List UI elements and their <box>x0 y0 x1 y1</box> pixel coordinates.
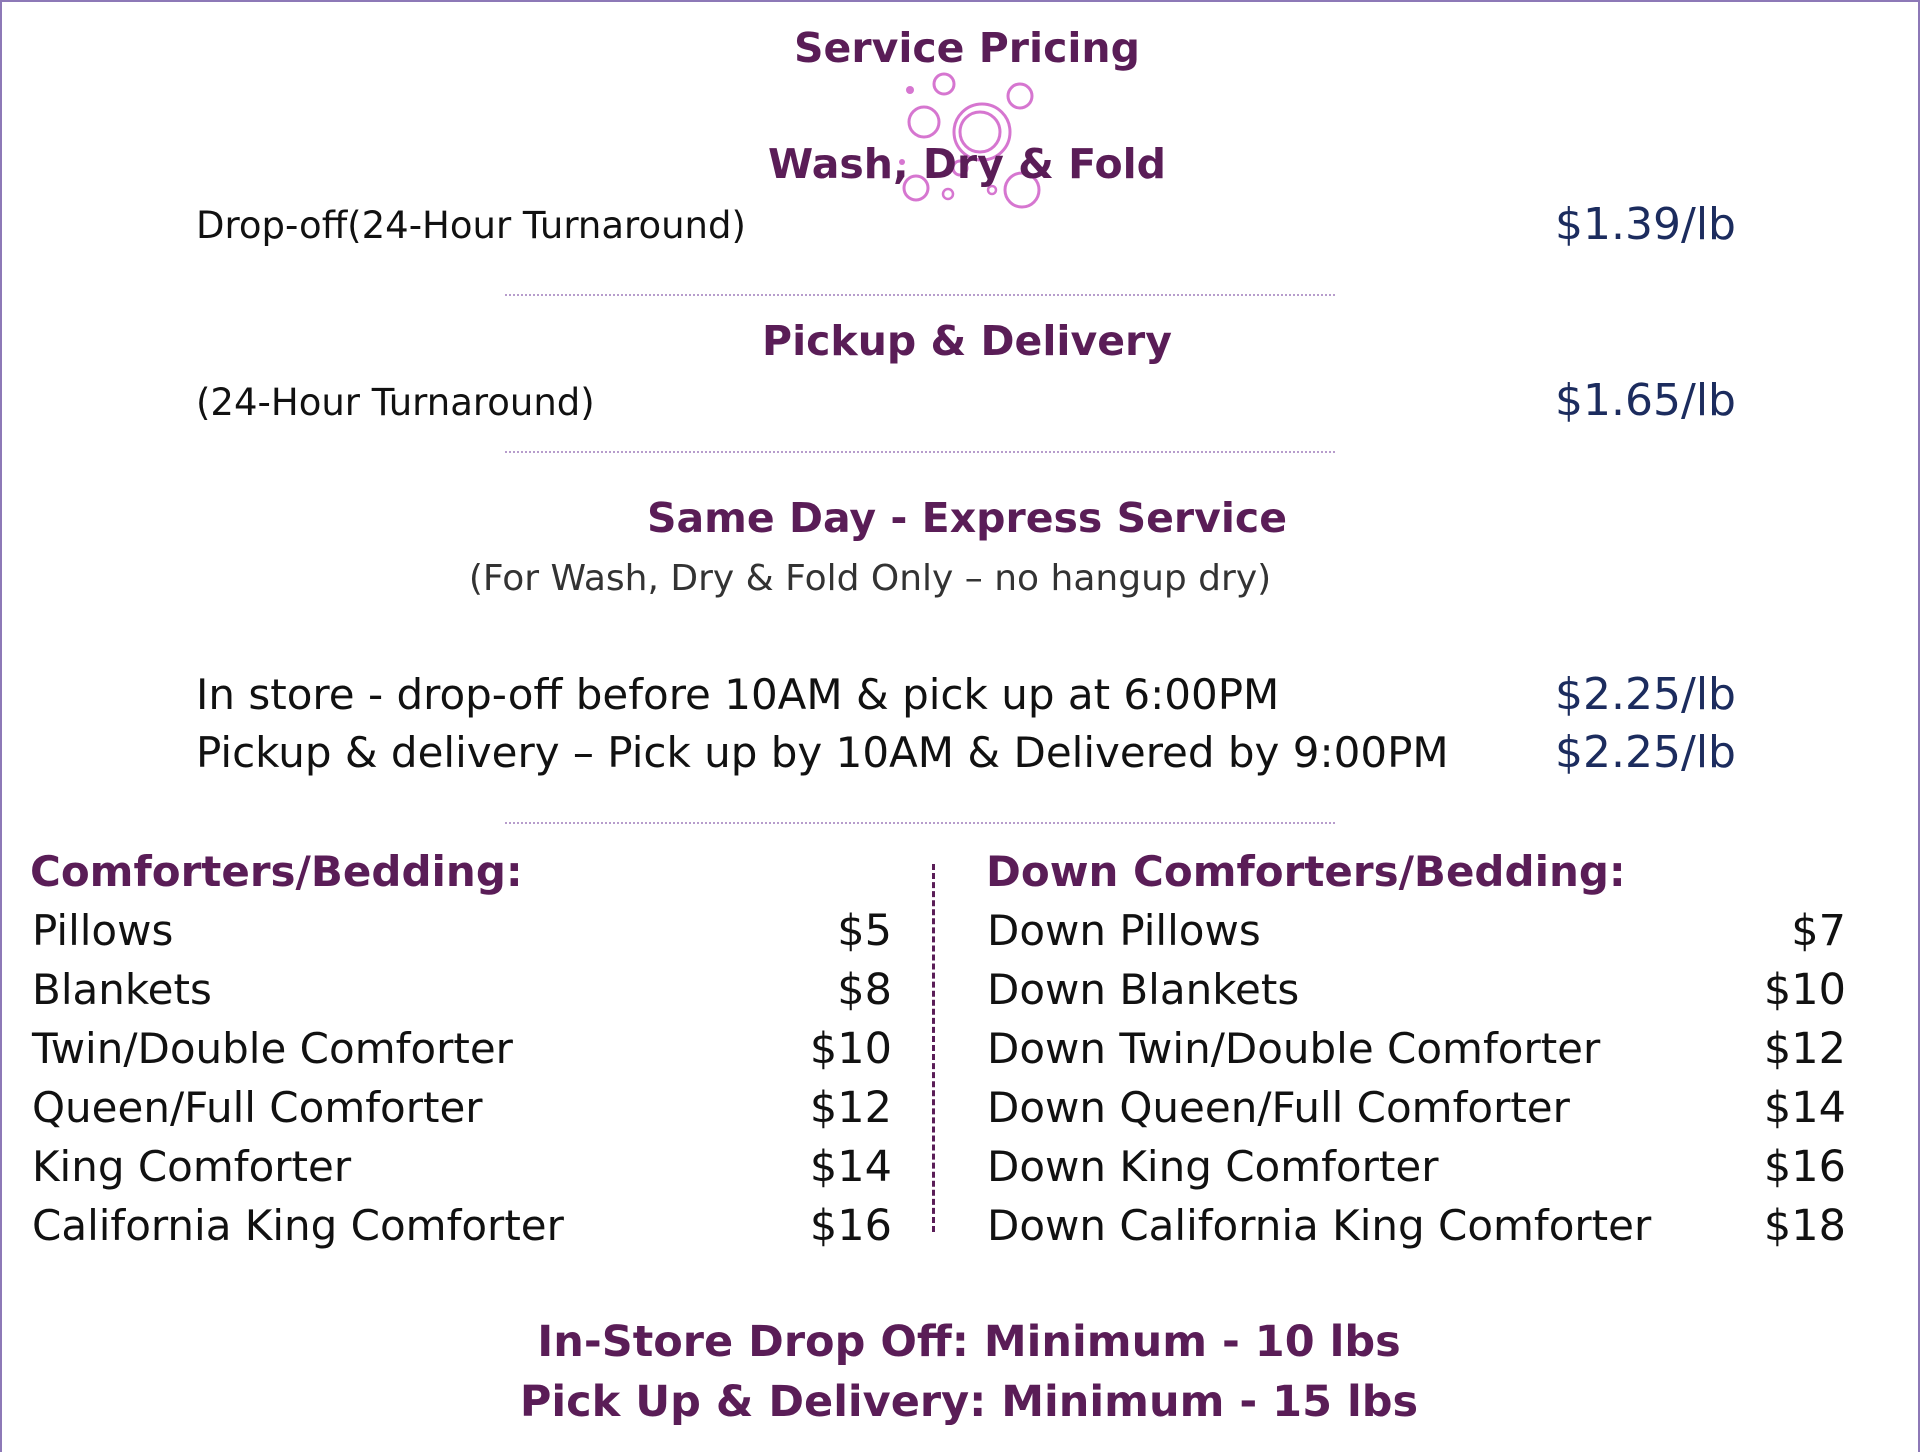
down-comforter-item-price: $12 <box>1763 1024 1846 1074</box>
down-comforters-heading: Down Comforters/Bedding: <box>986 847 1626 896</box>
wash-dry-fold-heading: Wash, Dry & Fold <box>767 140 1167 188</box>
same-day-row-description: In store - drop-off before 10AM & pick u… <box>196 670 1280 719</box>
comforter-item-name: King Comforter <box>32 1142 352 1191</box>
comforter-item-price: $10 <box>809 1024 892 1074</box>
comforters-heading: Comforters/Bedding: <box>30 847 523 896</box>
page-title: Service Pricing <box>794 24 1140 72</box>
comforter-item-name: Queen/Full Comforter <box>32 1083 483 1132</box>
down-comforter-item-price: $18 <box>1763 1201 1846 1251</box>
down-comforter-item-price: $14 <box>1763 1083 1846 1133</box>
comforter-item-name: Blankets <box>32 965 212 1014</box>
pickup-delivery-description: (24-Hour Turnaround) <box>196 381 595 424</box>
down-comforter-item-price: $7 <box>1791 906 1846 956</box>
comforter-item-price: $8 <box>837 965 892 1015</box>
comforter-item-price: $16 <box>809 1201 892 1251</box>
same-day-note: (For Wash, Dry & Fold Only – no hangup d… <box>468 558 1272 599</box>
pickup-delivery-price: $1.65/lb <box>1555 375 1736 426</box>
down-comforter-item-name: Down Blankets <box>987 965 1300 1014</box>
pickup-delivery-heading: Pickup & Delivery <box>762 317 1172 365</box>
same-day-row-price: $2.25/lb <box>1555 669 1736 720</box>
wash-dry-fold-description: Drop-off(24-Hour Turnaround) <box>196 204 746 247</box>
wash-dry-fold-price: $1.39/lb <box>1555 199 1736 250</box>
down-comforter-item-price: $10 <box>1763 965 1846 1015</box>
down-comforter-item-name: Down King Comforter <box>987 1142 1439 1191</box>
down-comforter-item-name: Down Queen/Full Comforter <box>987 1083 1570 1132</box>
comforter-item-name: Twin/Double Comforter <box>32 1024 513 1073</box>
down-comforter-item-name: Down Twin/Double Comforter <box>987 1024 1601 1073</box>
comforter-item-name: Pillows <box>32 906 174 955</box>
section-divider <box>505 294 1335 296</box>
column-divider <box>932 864 935 1232</box>
down-comforter-item-name: Down California King Comforter <box>987 1201 1652 1250</box>
soap-bubbles-icon <box>899 72 1041 209</box>
comforter-item-price: $5 <box>837 906 892 956</box>
down-comforter-item-price: $16 <box>1763 1142 1846 1192</box>
comforter-item-name: California King Comforter <box>32 1201 564 1250</box>
section-divider <box>505 451 1335 453</box>
same-day-row-description: Pickup & delivery – Pick up by 10AM & De… <box>196 728 1449 777</box>
same-day-row-price: $2.25/lb <box>1555 727 1736 778</box>
same-day-heading: Same Day - Express Service <box>646 494 1288 542</box>
in-store-minimum: In-Store Drop Off: Minimum - 10 lbs <box>537 1317 1401 1367</box>
section-divider <box>505 822 1335 824</box>
down-comforter-item-name: Down Pillows <box>987 906 1261 955</box>
pickup-delivery-minimum: Pick Up & Delivery: Minimum - 15 lbs <box>519 1377 1419 1427</box>
comforter-item-price: $14 <box>809 1142 892 1192</box>
comforter-item-price: $12 <box>809 1083 892 1133</box>
